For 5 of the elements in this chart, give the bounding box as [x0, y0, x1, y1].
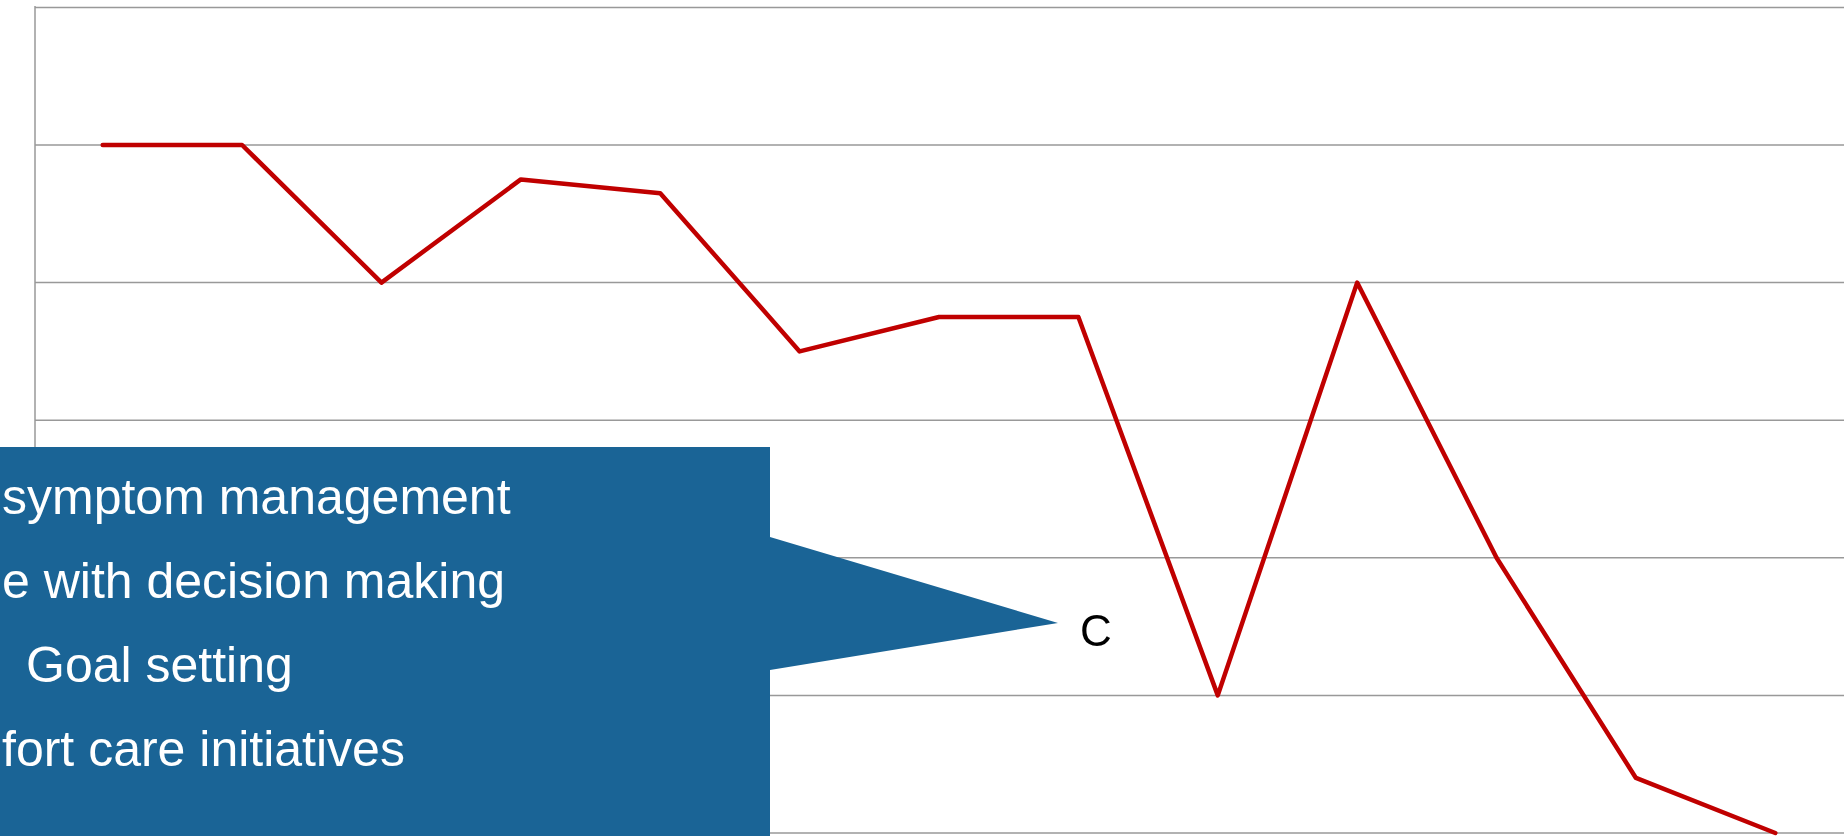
annotation: symptom management	[2, 469, 511, 525]
annotation: fort care initiatives	[2, 721, 405, 777]
annotation: e with decision making	[2, 553, 506, 609]
annotation: Goal setting	[26, 637, 293, 693]
annotation: C	[1080, 606, 1112, 655]
